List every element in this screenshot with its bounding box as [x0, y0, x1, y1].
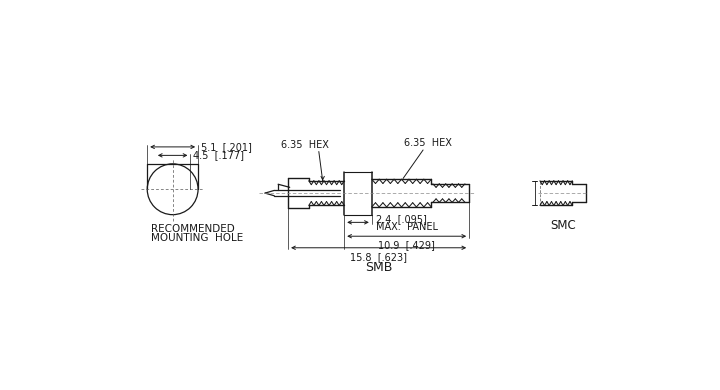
- Text: 2.4  [.095]: 2.4 [.095]: [377, 214, 427, 224]
- Text: 15.8  [.623]: 15.8 [.623]: [350, 252, 407, 262]
- Text: 4.5  [.177]: 4.5 [.177]: [194, 151, 245, 160]
- Text: MOUNTING  HOLE: MOUNTING HOLE: [151, 233, 243, 243]
- Text: SMB: SMB: [365, 261, 392, 274]
- Text: 6.35  HEX: 6.35 HEX: [404, 138, 451, 149]
- Text: RECOMMENDED: RECOMMENDED: [151, 223, 235, 234]
- Text: 5.1  [.201]: 5.1 [.201]: [201, 142, 252, 152]
- Text: MAX.  PANEL: MAX. PANEL: [377, 222, 438, 232]
- Text: 10.9  [.429]: 10.9 [.429]: [378, 240, 435, 250]
- Text: SMC: SMC: [550, 219, 576, 232]
- Text: 6.35  HEX: 6.35 HEX: [281, 140, 329, 150]
